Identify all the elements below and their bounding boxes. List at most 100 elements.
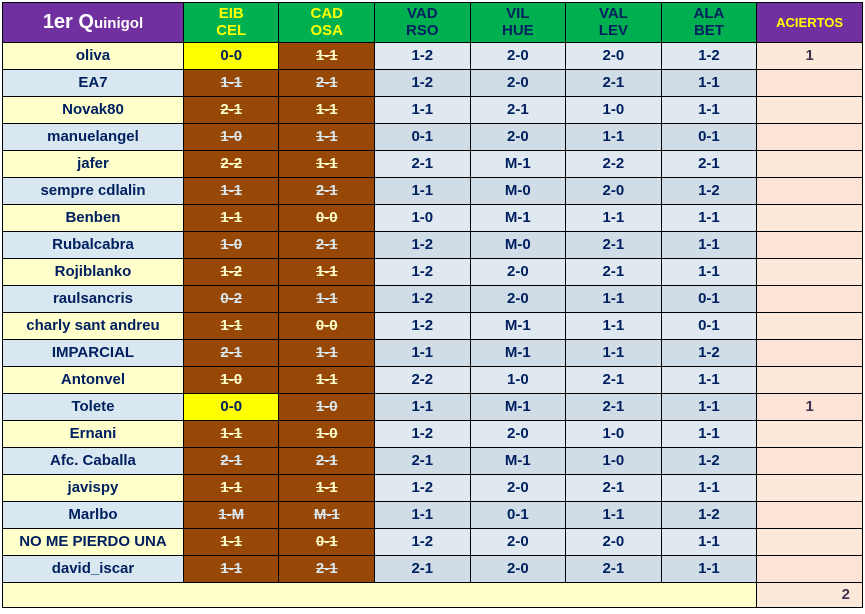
prediction-cell: 1-1 — [566, 204, 662, 231]
prediction-cell: 1-1 — [661, 393, 757, 420]
table-row: david_iscar1-12-12-12-02-11-1 — [3, 555, 863, 582]
aciertos-cell — [757, 420, 863, 447]
prediction-cell: 1-1 — [661, 204, 757, 231]
table-row: Antonvel1-01-12-21-02-11-1 — [3, 366, 863, 393]
prediction-cell: 1-1 — [661, 258, 757, 285]
table-row: NO ME PIERDO UNA1-10-11-22-02-01-1 — [3, 528, 863, 555]
prediction-cell: 1-1 — [661, 366, 757, 393]
player-name: Rubalcabra — [3, 231, 184, 258]
prediction-cell: 1-1 — [661, 231, 757, 258]
match-header-1: CADOSA — [279, 3, 375, 43]
result-cell: 0-0 — [279, 204, 375, 231]
prediction-cell: 2-0 — [470, 528, 566, 555]
prediction-cell: 1-2 — [375, 258, 471, 285]
result-cell: 1-1 — [279, 96, 375, 123]
player-name: charly sant andreu — [3, 312, 184, 339]
prediction-cell: 1-1 — [661, 69, 757, 96]
prediction-cell: 2-1 — [566, 69, 662, 96]
match-header-5: ALABET — [661, 3, 757, 43]
prediction-cell: 2-1 — [566, 258, 662, 285]
aciertos-cell — [757, 366, 863, 393]
prediction-cell: 2-1 — [566, 474, 662, 501]
player-name: Marlbo — [3, 501, 184, 528]
player-name: raulsancris — [3, 285, 184, 312]
result-cell: 1-1 — [183, 312, 279, 339]
aciertos-cell — [757, 501, 863, 528]
prediction-cell: 1-2 — [375, 285, 471, 312]
prediction-cell: 1-1 — [375, 339, 471, 366]
prediction-cell: 1-1 — [661, 420, 757, 447]
prediction-cell: 1-2 — [375, 312, 471, 339]
table-body: oliva0-01-11-22-02-01-21EA71-12-11-22-02… — [3, 42, 863, 607]
prediction-cell: 0-1 — [661, 285, 757, 312]
match-header-0: EIBCEL — [183, 3, 279, 43]
result-cell: 2-1 — [183, 447, 279, 474]
player-name: Novak80 — [3, 96, 184, 123]
prediction-cell: 2-0 — [566, 42, 662, 69]
prediction-cell: 2-0 — [470, 123, 566, 150]
prediction-cell: 2-0 — [566, 528, 662, 555]
prediction-cell: 1-1 — [375, 177, 471, 204]
result-cell: 1-1 — [183, 528, 279, 555]
prediction-cell: M-1 — [470, 339, 566, 366]
prediction-cell: 0-1 — [661, 312, 757, 339]
result-cell: 0-0 — [183, 42, 279, 69]
aciertos-cell — [757, 258, 863, 285]
player-name: Afc. Caballa — [3, 447, 184, 474]
aciertos-cell — [757, 123, 863, 150]
prediction-cell: 1-2 — [661, 447, 757, 474]
prediction-cell: 1-2 — [661, 42, 757, 69]
aciertos-cell — [757, 204, 863, 231]
title-main: 1er Q — [43, 11, 94, 33]
prediction-cell: 2-1 — [566, 231, 662, 258]
prediction-cell: 1-2 — [661, 339, 757, 366]
result-cell: 2-2 — [183, 150, 279, 177]
result-cell: 1-1 — [183, 474, 279, 501]
result-cell: 1-1 — [279, 123, 375, 150]
aciertos-cell — [757, 474, 863, 501]
player-name: javispy — [3, 474, 184, 501]
result-cell: 1-0 — [183, 366, 279, 393]
prediction-cell: 1-0 — [566, 96, 662, 123]
table-row: Marlbo1-MM-11-10-11-11-2 — [3, 501, 863, 528]
prediction-cell: M-1 — [470, 312, 566, 339]
prediction-cell: 2-0 — [566, 177, 662, 204]
table-row: raulsancris0-21-11-22-01-10-1 — [3, 285, 863, 312]
result-cell: 1-0 — [279, 420, 375, 447]
aciertos-cell: 1 — [757, 393, 863, 420]
player-name: david_iscar — [3, 555, 184, 582]
aciertos-cell — [757, 555, 863, 582]
prediction-cell: 1-2 — [375, 231, 471, 258]
table-row: charly sant andreu1-10-01-2M-11-10-1 — [3, 312, 863, 339]
prediction-cell: 2-1 — [375, 447, 471, 474]
result-cell: 1-1 — [183, 204, 279, 231]
player-name: oliva — [3, 42, 184, 69]
prediction-cell: 2-1 — [661, 150, 757, 177]
match-header-3: VILHUE — [470, 3, 566, 43]
player-name: EA7 — [3, 69, 184, 96]
table-row: IMPARCIAL2-11-11-1M-11-11-2 — [3, 339, 863, 366]
prediction-cell: 1-1 — [566, 285, 662, 312]
player-name: NO ME PIERDO UNA — [3, 528, 184, 555]
title-suffix: uinigol — [94, 15, 143, 32]
prediction-cell: 2-2 — [375, 366, 471, 393]
prediction-cell: 1-1 — [661, 474, 757, 501]
result-cell: 1-1 — [183, 555, 279, 582]
prediction-cell: 2-0 — [470, 555, 566, 582]
result-cell: 0-0 — [183, 393, 279, 420]
player-name: Tolete — [3, 393, 184, 420]
aciertos-header: ACIERTOS — [757, 3, 863, 43]
table-row: sempre cdlalin1-12-11-1M-02-01-2 — [3, 177, 863, 204]
prediction-cell: M-0 — [470, 231, 566, 258]
player-name: IMPARCIAL — [3, 339, 184, 366]
aciertos-cell — [757, 339, 863, 366]
prediction-cell: M-1 — [470, 150, 566, 177]
table-row: Rojiblanko1-21-11-22-02-11-1 — [3, 258, 863, 285]
prediction-cell: 2-1 — [566, 393, 662, 420]
table-row: Novak802-11-11-12-11-01-1 — [3, 96, 863, 123]
result-cell: 1-1 — [183, 420, 279, 447]
result-cell: 1-0 — [279, 393, 375, 420]
prediction-cell: 1-2 — [375, 528, 471, 555]
aciertos-cell — [757, 96, 863, 123]
prediction-cell: 1-0 — [375, 204, 471, 231]
